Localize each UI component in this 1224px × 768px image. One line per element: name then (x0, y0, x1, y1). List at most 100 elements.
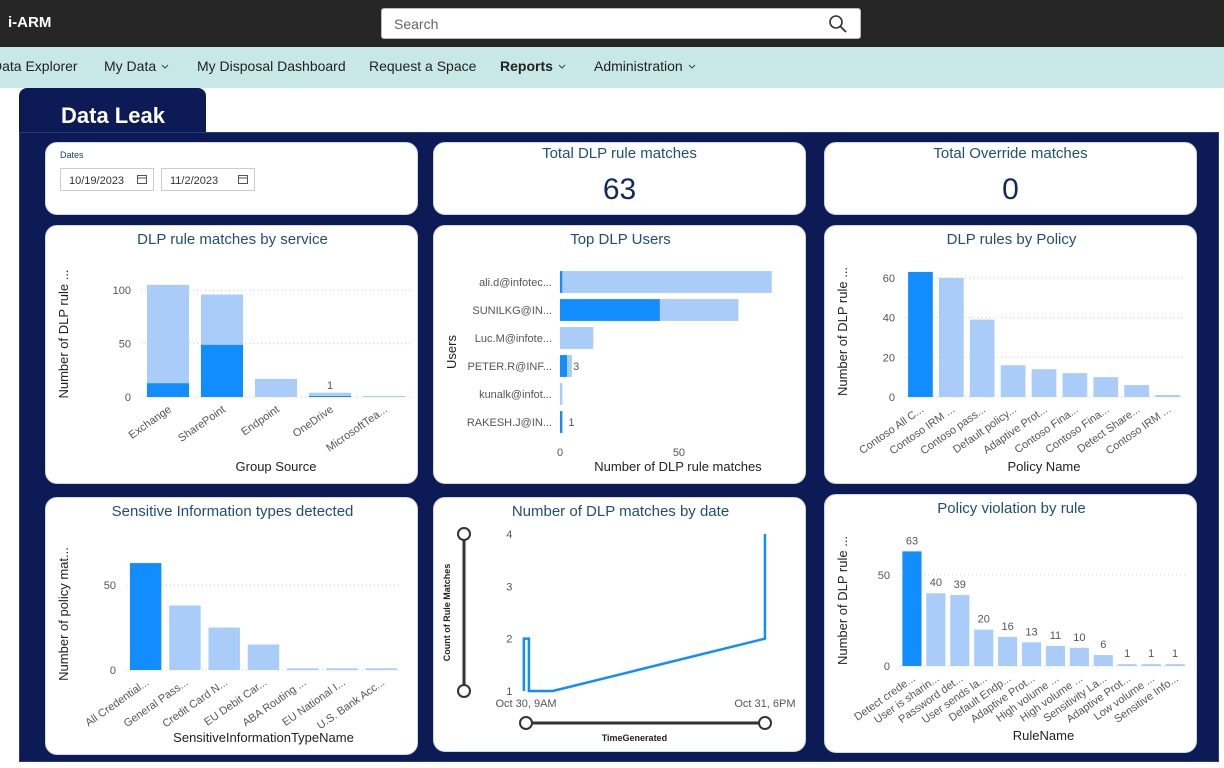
y-tick-label: 2 (506, 634, 512, 646)
bar (1021, 642, 1042, 666)
kpi-value: 63 (602, 173, 637, 206)
data-label: 1 (1124, 648, 1130, 660)
data-label: 1 (1172, 648, 1178, 660)
search-box[interactable]: Search (381, 8, 861, 39)
date-text: 11/2/2023 (170, 175, 219, 187)
search-icon[interactable] (828, 14, 848, 34)
nav-item[interactable]: My Data (104, 58, 169, 74)
data-label: 10 (1073, 632, 1085, 644)
bar-segment (560, 355, 568, 377)
nav-item[interactable]: My Disposal Dashboard (197, 58, 346, 74)
nav-item[interactable]: Administration (594, 58, 696, 74)
bar-segment (560, 271, 563, 293)
nav-label: Request a Space (369, 58, 477, 74)
y-tick-label: PETER.R@INF... (467, 361, 552, 373)
chevron (161, 64, 169, 70)
y-tick-label: 50 (104, 580, 116, 592)
bar (998, 636, 1018, 666)
kpi-card: Total DLP rule matches 63 (433, 142, 806, 215)
bar-segment (308, 395, 352, 397)
bar-segment (659, 299, 739, 321)
x-tick-label: 0 (557, 447, 563, 459)
nav-label: Reports (500, 58, 553, 74)
date-end[interactable]: 11/2/2023 (161, 168, 255, 191)
bar (1093, 377, 1119, 397)
date-text: 10/19/2023 (69, 175, 125, 187)
bar (1093, 655, 1113, 666)
nav-item[interactable]: Data Explorer (0, 58, 78, 74)
chart: Sensitive Information types detected 0 50 A… (56, 503, 401, 745)
nav-item[interactable]: Reports (500, 58, 566, 74)
nav-item[interactable]: Request a Space (369, 58, 476, 74)
bar (326, 668, 358, 670)
bar-segment (567, 355, 572, 377)
chart-title: Number of DLP matches by date (512, 503, 729, 520)
bar-segment (200, 344, 244, 397)
bar-segment (254, 378, 298, 397)
chart-card: Policy violation by rule 0 50 Detect crede.… (824, 494, 1197, 753)
chart-card: DLP rules by Policy 0 20 40 60 Contoso All C.… (824, 225, 1197, 484)
data-label: 11 (1050, 630, 1061, 642)
bar (926, 593, 946, 666)
tab[interactable]: Data Leak (19, 88, 206, 134)
bar (908, 271, 933, 397)
x-axis-label: RuleName (1013, 728, 1074, 743)
bar (902, 551, 922, 666)
y-tick-label: 3 (506, 581, 512, 593)
y-tick-label: 0 (884, 661, 890, 673)
chart-title: DLP rule matches by service (137, 231, 328, 248)
x-tick-label: Oct 30, 9AM (495, 698, 556, 710)
y-tick-label: 0 (889, 392, 895, 404)
x-axis-label: Group Source (236, 459, 317, 474)
kpi-value: 0 (1002, 173, 1019, 206)
y-tick-label: 0 (125, 392, 131, 404)
bar-segment (562, 271, 772, 293)
y-tick-label: ali.d@infotec... (479, 277, 552, 289)
bar (365, 668, 398, 670)
y-axis-label: Count of Rule Matches (442, 564, 452, 662)
chevron (558, 64, 566, 70)
data-label: 1 (568, 417, 574, 429)
chart: Top DLP Users 0 50 Users Number of DLP rule … (444, 231, 772, 474)
y-tick-label: 60 (883, 273, 895, 285)
chart: Number of DLP matches by date 1 2 3 4 Count o… (442, 503, 796, 743)
chart-title: Sensitive Information types detected (112, 503, 354, 520)
bar-segment (560, 411, 563, 433)
kpi-title: Total Override matches (933, 145, 1088, 162)
bar-segment (146, 284, 190, 384)
date-start[interactable]: 10/19/2023 (60, 168, 154, 191)
y-tick-label: 50 (878, 570, 890, 582)
chart-card: Top DLP Users 0 50 Users Number of DLP rule … (433, 225, 806, 484)
data-label: 1 (327, 380, 333, 392)
bar (287, 668, 319, 670)
x-axis-label: TimeGenerated (602, 733, 667, 743)
brand[interactable]: i-ARM (8, 14, 52, 31)
nav-label: My Disposal Dashboard (197, 58, 346, 74)
slider-handle (457, 527, 471, 541)
calendar-icon[interactable] (137, 174, 147, 184)
data-label: 3 (573, 361, 579, 373)
x-tick-label: Oct 31, 6PM (734, 698, 795, 710)
bar (974, 629, 994, 666)
calendar-icon[interactable] (238, 174, 248, 184)
bar (247, 644, 280, 670)
date-label: Dates (60, 150, 84, 160)
y-axis-label: Number of DLP rule ... (56, 269, 71, 398)
bar (1117, 664, 1137, 666)
x-tick-label: Exchange (127, 404, 174, 442)
bar (969, 319, 995, 397)
bar (1069, 647, 1089, 666)
y-axis-label: Number of policy mat... (56, 547, 71, 681)
x-tick-label: U.S. Bank Acc... (315, 677, 387, 732)
bar-segment (560, 383, 563, 405)
bar (938, 277, 964, 397)
bar (169, 605, 201, 670)
top-bar: i-ARM Search (0, 0, 1224, 47)
data-label: 20 (978, 614, 990, 626)
bar (1155, 395, 1180, 397)
bar-segment (200, 294, 244, 345)
data-label: 63 (906, 535, 918, 547)
chart-card: Number of DLP matches by date 1 2 3 4 Count o… (433, 497, 806, 752)
y-tick-label: 40 (883, 313, 895, 325)
